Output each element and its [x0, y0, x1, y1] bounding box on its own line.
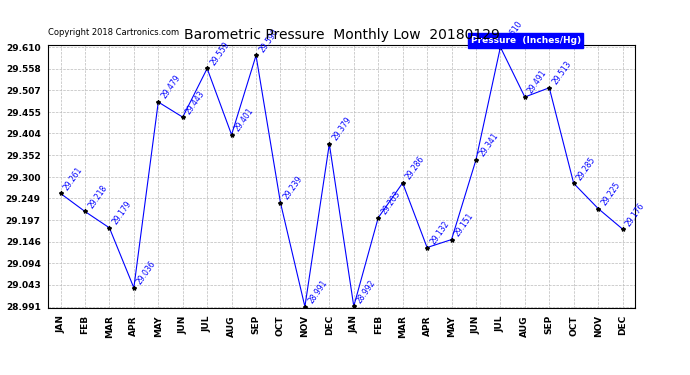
Text: 29.179: 29.179 — [111, 200, 133, 226]
Text: 29.151: 29.151 — [453, 211, 475, 238]
Text: 29.286: 29.286 — [404, 155, 426, 182]
Text: 28.992: 28.992 — [355, 278, 377, 305]
Text: 29.261: 29.261 — [62, 165, 84, 192]
Text: 29.218: 29.218 — [86, 183, 109, 210]
Text: 29.036: 29.036 — [135, 260, 158, 286]
Text: 29.479: 29.479 — [159, 74, 182, 100]
Text: 29.239: 29.239 — [282, 174, 304, 201]
Text: 29.443: 29.443 — [184, 89, 207, 116]
Title: Barometric Pressure  Monthly Low  20180129: Barometric Pressure Monthly Low 20180129 — [184, 28, 500, 42]
Text: 29.203: 29.203 — [380, 189, 402, 216]
Text: Pressure  (Inches/Hg): Pressure (Inches/Hg) — [471, 36, 581, 45]
Text: Copyright 2018 Cartronics.com: Copyright 2018 Cartronics.com — [48, 28, 179, 37]
Text: 29.590: 29.590 — [257, 27, 280, 54]
Text: 29.379: 29.379 — [331, 116, 353, 142]
Text: 29.176: 29.176 — [624, 201, 647, 228]
Text: 29.285: 29.285 — [575, 155, 598, 182]
Text: 29.491: 29.491 — [526, 69, 549, 96]
Text: 29.401: 29.401 — [233, 106, 255, 134]
Text: 29.341: 29.341 — [477, 132, 500, 159]
Text: 28.991: 28.991 — [306, 279, 328, 305]
Text: 29.559: 29.559 — [208, 40, 231, 67]
Text: 29.132: 29.132 — [428, 219, 451, 246]
Text: 29.513: 29.513 — [551, 60, 573, 86]
Text: 29.610: 29.610 — [502, 19, 524, 46]
Text: 29.225: 29.225 — [600, 180, 622, 207]
